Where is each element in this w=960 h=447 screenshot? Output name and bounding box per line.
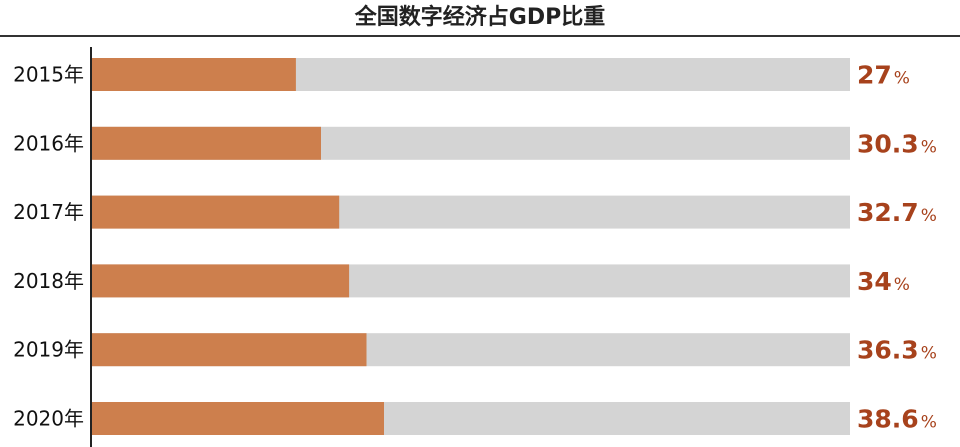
y-tick-label: 2017年 xyxy=(13,200,84,224)
bar xyxy=(91,58,296,91)
bar-group: 2015年 27% xyxy=(13,58,910,91)
bar-group: 2016年 30.3% xyxy=(13,126,937,160)
bar xyxy=(91,195,340,229)
data-label-unit: % xyxy=(894,69,910,89)
data-label: 34% xyxy=(857,267,910,296)
bar xyxy=(91,333,367,367)
bar xyxy=(91,402,384,435)
y-tick-label: 2016年 xyxy=(13,131,84,155)
bar xyxy=(91,126,321,160)
data-label-value: 34 xyxy=(857,267,892,296)
bars-layer: 2015年 27 %2016年 30.3 %2017年 32.7 %2018年 34 %2019… xyxy=(13,58,937,435)
bar-group: 2017年 32.7% xyxy=(13,195,937,229)
bar xyxy=(91,264,350,298)
bar-group: 2020年 38.6% xyxy=(13,402,937,435)
y-tick-label: 2018年 xyxy=(13,269,84,293)
bar-group: 2018年 34% xyxy=(13,264,910,298)
data-label-unit: % xyxy=(921,137,937,157)
data-label-value: 38.6 xyxy=(857,405,919,434)
y-tick-label: 2015年 xyxy=(13,63,84,87)
y-tick-label: 2019年 xyxy=(13,338,84,362)
data-label-unit: % xyxy=(921,413,937,433)
y-tick-label: 2020年 xyxy=(13,407,84,431)
data-label-value: 30.3 xyxy=(857,129,919,158)
data-label: 27% xyxy=(857,61,910,90)
data-label-value: 32.7 xyxy=(857,198,919,227)
data-label-unit: % xyxy=(921,206,937,226)
data-label: 38.6% xyxy=(857,405,937,434)
data-label: 36.3% xyxy=(857,336,937,365)
data-label-value: 27 xyxy=(857,61,892,90)
data-label-value: 36.3 xyxy=(857,336,919,365)
data-label: 32.7% xyxy=(857,198,937,227)
chart-title: 全国数字经济占GDP比重 xyxy=(354,4,605,30)
data-label-unit: % xyxy=(894,275,910,295)
data-label: 30.3% xyxy=(857,129,937,158)
data-label-unit: % xyxy=(921,344,937,364)
bar-group: 2019年 36.3% xyxy=(13,333,937,367)
